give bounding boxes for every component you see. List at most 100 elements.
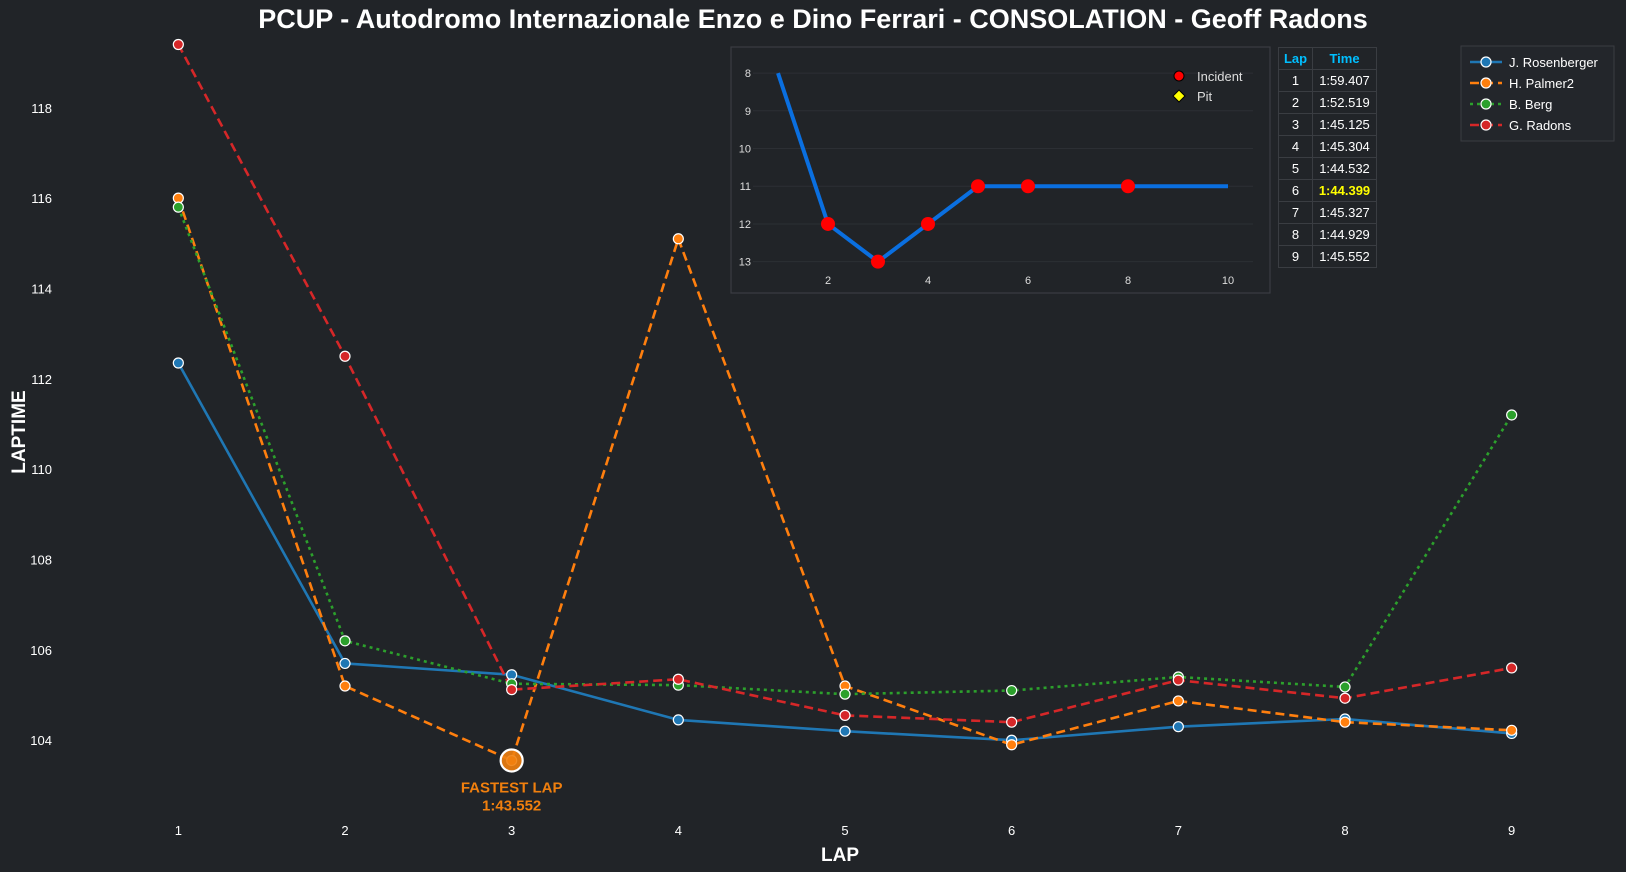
table-row: 4 1:45.304 — [1278, 135, 1377, 158]
data-point — [1506, 662, 1518, 674]
table-row: 6 1:44.399 — [1278, 179, 1377, 202]
data-point — [1339, 692, 1351, 704]
legend-marker-0 — [1480, 56, 1492, 68]
fastest-lap-time: 1:43.552 — [482, 797, 541, 814]
lap-time-cell: 1:44.929 — [1312, 223, 1377, 246]
inset-x-tick-label: 8 — [1125, 275, 1131, 287]
data-point — [1339, 681, 1351, 693]
data-point — [1506, 409, 1518, 421]
y-tick-label: 118 — [31, 101, 52, 116]
y-tick-label: 116 — [31, 191, 52, 206]
data-point — [506, 684, 518, 696]
lap-time-cell: 1:45.304 — [1312, 135, 1377, 158]
data-point — [172, 201, 184, 213]
inset-x-tick-label: 10 — [1222, 275, 1234, 287]
table-row: 9 1:45.552 — [1278, 245, 1377, 268]
data-point — [339, 350, 351, 362]
column-header-time: Time — [1312, 47, 1377, 70]
data-point — [1006, 716, 1018, 728]
x-tick-label: 1 — [175, 823, 182, 838]
page-title: PCUP - Autodromo Internazionale Enzo e D… — [258, 4, 1368, 34]
legend-marker-1 — [1480, 77, 1492, 89]
lap-number-cell: 3 — [1278, 113, 1313, 136]
lap-time-cell: 1:44.532 — [1312, 157, 1377, 180]
column-header-lap: Lap — [1278, 47, 1313, 70]
inset-y-tick-label: 8 — [745, 68, 751, 80]
inset-y-tick-label: 13 — [739, 257, 751, 269]
lap-number-cell: 5 — [1278, 157, 1313, 180]
lap-time-cell: 1:45.125 — [1312, 113, 1377, 136]
data-point — [1506, 724, 1518, 736]
data-point — [1172, 695, 1184, 707]
table-row: 5 1:44.532 — [1278, 157, 1377, 180]
data-point — [839, 688, 851, 700]
data-point — [839, 709, 851, 721]
table-header-row: Lap Time — [1278, 47, 1377, 70]
table-row: 2 1:52.519 — [1278, 91, 1377, 114]
y-tick-label: 110 — [31, 462, 52, 477]
pit-legend-marker — [1172, 89, 1186, 103]
incident-marker — [821, 216, 835, 231]
incident-marker — [921, 216, 935, 231]
legend-marker-2 — [1480, 98, 1492, 110]
x-axis-title: LAP — [821, 845, 859, 866]
lap-time-cell: 1:52.519 — [1312, 91, 1377, 114]
pit-legend-label: Pit — [1197, 89, 1213, 104]
y-tick-label: 112 — [31, 372, 52, 387]
x-tick-label: 4 — [675, 823, 682, 838]
data-point — [1006, 739, 1018, 751]
lap-number-cell: 4 — [1278, 135, 1313, 158]
legend-label-0: J. Rosenberger — [1509, 55, 1599, 70]
legend-marker-3 — [1480, 119, 1492, 131]
incident-legend-label: Incident — [1197, 69, 1243, 84]
inset-y-tick-label: 11 — [740, 181, 751, 193]
series-line-3 — [177, 43, 1512, 724]
data-point — [339, 635, 351, 647]
lap-time-cell: 1:45.552 — [1312, 245, 1377, 268]
data-point — [839, 725, 851, 737]
x-tick-label: 9 — [1508, 823, 1515, 838]
y-tick-label: 114 — [31, 281, 52, 296]
fastest-lap-label: FASTEST LAP — [461, 779, 563, 796]
y-tick-label: 106 — [30, 643, 52, 658]
fastest-lap-marker — [499, 748, 524, 773]
inset-y-tick-label: 9 — [745, 106, 751, 118]
table-row: 7 1:45.327 — [1278, 201, 1377, 224]
lap-number-cell: 1 — [1278, 69, 1313, 92]
incident-marker — [1021, 179, 1035, 194]
x-tick-label: 3 — [508, 823, 515, 838]
data-point — [672, 233, 684, 245]
x-tick-label: 8 — [1341, 823, 1348, 838]
inset-x-tick-label: 2 — [825, 275, 831, 287]
y-tick-label: 108 — [30, 553, 52, 568]
incident-marker — [871, 254, 885, 269]
table-row: 3 1:45.125 — [1278, 113, 1377, 136]
lap-number-cell: 7 — [1278, 201, 1313, 224]
legend-label-2: B. Berg — [1509, 97, 1552, 112]
x-tick-label: 6 — [1008, 823, 1015, 838]
data-point — [672, 673, 684, 685]
data-point — [1172, 674, 1184, 686]
lap-time-cell: 1:45.327 — [1312, 201, 1377, 224]
lap-time-cell: 1:59.407 — [1312, 69, 1377, 92]
data-point — [172, 357, 184, 369]
lap-number-cell: 8 — [1278, 223, 1313, 246]
incident-marker — [971, 179, 985, 194]
x-tick-label: 5 — [841, 823, 848, 838]
legend-label-1: H. Palmer2 — [1509, 76, 1574, 91]
incident-marker — [1121, 179, 1135, 194]
data-point — [1172, 721, 1184, 733]
data-point — [672, 714, 684, 726]
inset-x-tick-label: 6 — [1025, 275, 1031, 287]
data-point — [1339, 716, 1351, 728]
lap-time-cell-best: 1:44.399 — [1312, 179, 1377, 202]
incident-legend-marker — [1173, 70, 1185, 82]
table-row: 1 1:59.407 — [1278, 69, 1377, 92]
data-point — [1006, 684, 1018, 697]
table-row: 8 1:44.929 — [1278, 223, 1377, 246]
x-tick-label: 7 — [1175, 823, 1182, 838]
lap-time-table: Lap Time 1 1:59.407 2 1:52.519 3 1:45.125 4… — [1278, 47, 1377, 268]
inset-y-tick-label: 12 — [739, 219, 751, 231]
inset-x-tick-label: 4 — [925, 275, 931, 287]
